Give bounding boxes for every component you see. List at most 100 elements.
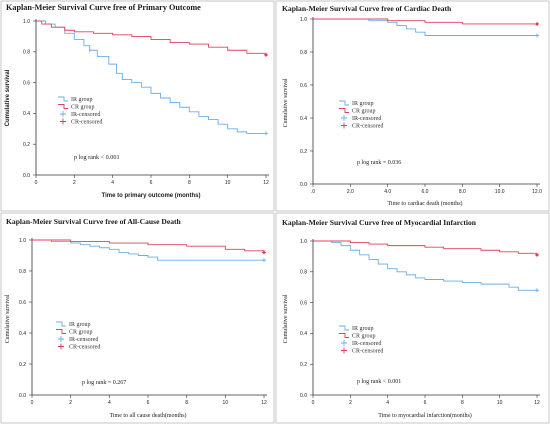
legend-label: IR group — [352, 101, 374, 107]
x-tick-label: 2 — [73, 180, 76, 186]
x-tick-label: 12 — [534, 400, 540, 406]
legend-cr-censor-swatch — [60, 118, 66, 125]
y-tick-label: 0.4 — [23, 111, 30, 117]
legend-label: CR group — [71, 105, 95, 111]
y-tick-label: 0.2 — [19, 362, 26, 368]
cr-censor-dot — [262, 251, 266, 254]
x-tick-label: 4 — [108, 400, 111, 406]
legend-label: IR-censored — [352, 341, 381, 347]
legend-cr-censor-swatch — [341, 122, 347, 129]
x-tick-label: 4 — [386, 400, 389, 406]
panel-all-cause-death: Kaplan-Meier Survival Curve free of All-… — [0, 212, 275, 424]
y-axis-title: Cumulative survival — [283, 78, 289, 127]
legend-label: IR-censored — [352, 116, 381, 122]
x-axis-title: Time to all cause death(months) — [109, 412, 186, 419]
y-tick-label: 0.4 — [300, 331, 307, 337]
legend-cr-swatch — [56, 329, 66, 334]
x-axis-title: Time to cardiac death (months) — [387, 200, 462, 207]
x-tick-label: 2.0 — [347, 189, 354, 195]
p-value-annotation: p log rank < 0.001 — [74, 154, 120, 161]
legend-label: IR group — [69, 322, 91, 328]
x-tick-label: .0 — [311, 189, 315, 195]
x-tick-label: 10.0 — [495, 189, 505, 195]
y-tick-label: 1.0 — [300, 17, 307, 23]
cr-survival-curve — [36, 20, 267, 55]
legend-label: CR-censored — [352, 349, 383, 355]
legend-label: IR group — [71, 97, 93, 103]
x-tick-label: 4.0 — [384, 189, 391, 195]
x-tick-label: 10 — [497, 400, 503, 406]
x-tick-label: 8 — [461, 400, 464, 406]
legend-label: CR group — [69, 330, 93, 336]
legend-label: IR-censored — [71, 112, 100, 118]
x-tick-label: 6 — [147, 400, 150, 406]
y-tick-label: 0.6 — [23, 80, 30, 86]
legend-ir-swatch — [339, 325, 349, 331]
x-tick-label: 12 — [261, 400, 267, 406]
y-axis-title: Cumulative survival — [5, 294, 11, 343]
legend-cr-censor-swatch — [341, 347, 347, 354]
ir-survival-curve — [313, 240, 537, 291]
legend-cr-swatch — [339, 108, 349, 113]
legend-label: CR group — [352, 109, 376, 115]
cr-censor-dot — [535, 22, 539, 26]
legend-ir-censor-swatch — [341, 340, 347, 346]
panel-frame — [0, 212, 275, 424]
cr-survival-curve — [313, 240, 538, 255]
cr-censor-dot — [264, 53, 268, 57]
panel-cardiac-death: Kaplan-Meier Survival Curve free of Card… — [275, 0, 550, 212]
x-tick-label: 12 — [263, 180, 269, 186]
x-tick-label: 4 — [111, 180, 114, 186]
legend-ir-censor-swatch — [58, 336, 64, 342]
y-tick-label: 0.6 — [300, 300, 307, 306]
y-axis-title: Cumulative survival — [283, 294, 289, 343]
y-tick-label: 0.0 — [300, 393, 307, 399]
y-tick-label: 0.0 — [19, 393, 26, 399]
ir-censor-marker — [264, 131, 268, 136]
chart-title: Kaplan-Meier Survival Curve free of All-… — [6, 217, 182, 226]
cr-survival-curve — [313, 18, 537, 25]
legend-ir-swatch — [339, 100, 349, 106]
y-tick-label: 0.6 — [19, 300, 26, 306]
legend-ir-swatch — [58, 96, 68, 102]
x-tick-label: 10 — [223, 400, 229, 406]
ir-survival-curve — [36, 20, 266, 134]
p-value-annotation: p log rank = 0.267 — [82, 380, 126, 386]
x-tick-label: 2 — [349, 400, 352, 406]
y-tick-label: 0.2 — [300, 149, 307, 155]
chart-title: Kaplan-Meier Survival Curve free of Myoc… — [282, 218, 477, 227]
ir-censor-marker — [262, 258, 266, 263]
cr-censor-dot — [535, 253, 539, 257]
panel-frame — [275, 0, 550, 212]
x-tick-label: 2 — [69, 400, 72, 406]
panel-frame — [0, 0, 275, 212]
legend-cr-swatch — [339, 333, 349, 338]
y-tick-label: 0.8 — [300, 270, 307, 276]
x-tick-label: 12.0 — [532, 189, 542, 195]
y-tick-label: 0.0 — [23, 173, 30, 179]
chart-title: Kaplan-Meier Survival Curve free of Prim… — [6, 3, 201, 12]
y-tick-label: 0.2 — [300, 362, 307, 368]
x-tick-label: 0 — [312, 400, 315, 406]
legend-label: IR-censored — [69, 337, 98, 343]
y-axis-title: Cumulative survival — [5, 69, 11, 126]
ir-censor-marker — [535, 288, 539, 293]
legend-label: CR-censored — [71, 120, 102, 126]
p-value-annotation: p log rank = 0.036 — [357, 160, 401, 166]
cr-survival-curve — [32, 239, 265, 253]
y-tick-label: 0.8 — [19, 269, 26, 275]
y-tick-label: 0.4 — [300, 116, 307, 122]
y-tick-label: 0.6 — [300, 83, 307, 89]
x-tick-label: 6 — [150, 180, 153, 186]
chart-cardiac-death: Kaplan-Meier Survival Curve free of Card… — [275, 0, 550, 212]
legend-ir-swatch — [56, 321, 66, 327]
ir-censor-marker — [535, 33, 539, 38]
legend-ir-censor-swatch — [60, 111, 66, 117]
x-tick-label: 6.0 — [422, 189, 429, 195]
y-tick-label: 1.0 — [300, 239, 307, 245]
y-tick-label: 1.0 — [23, 19, 30, 25]
chart-primary-outcome: Kaplan-Meier Survival Curve free of Prim… — [0, 0, 275, 212]
x-tick-label: 8.0 — [459, 189, 466, 195]
chart-myocardial-infarction: Kaplan-Meier Survival Curve free of Myoc… — [275, 212, 550, 424]
